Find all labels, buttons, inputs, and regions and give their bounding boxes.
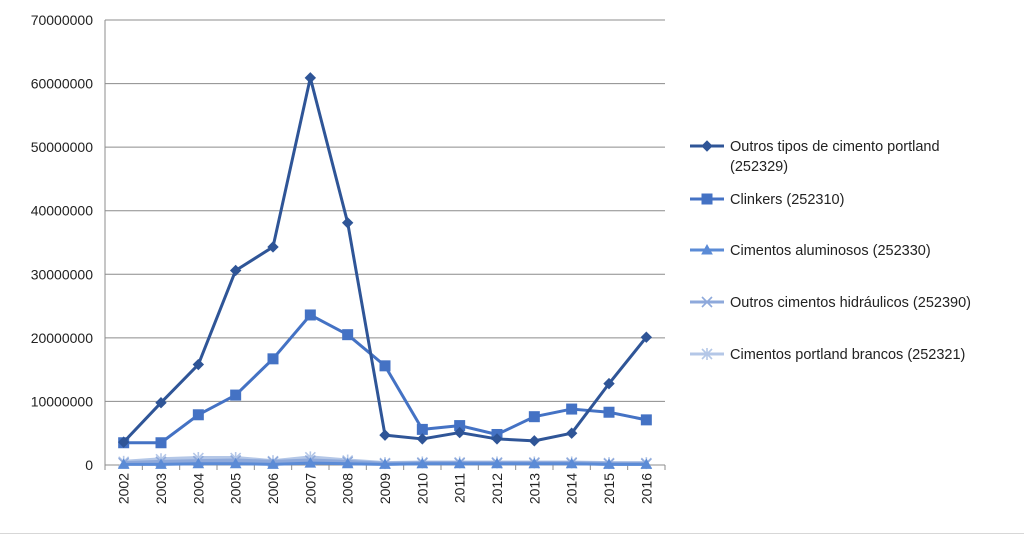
legend-marker [701,348,713,360]
x-tick-label: 2007 [302,473,318,504]
legend-label: Clinkers (252310) [730,192,844,208]
series-group [117,72,653,470]
x-tick-label: 2004 [190,473,206,504]
x-tick-label: 2013 [526,473,542,504]
legend-label: Outros cimentos hidráulicos (252390) [730,295,971,311]
x-tick-label: 2010 [414,473,430,504]
data-point [342,329,354,341]
data-point [379,429,391,441]
data-point [565,457,578,469]
data-point [304,457,317,468]
series-2 [118,309,652,449]
data-point [640,458,653,469]
data-point [603,458,615,469]
legend-marker [701,193,713,205]
legend-item: Cimentos aluminosos (252330) [690,243,931,259]
legend: Outros tipos de cimento portland (252329)… [690,139,971,363]
x-tick-label: 2002 [116,473,132,504]
data-point [117,436,130,448]
x-tick-label: 2011 [452,473,468,503]
data-point [304,309,316,321]
data-point [341,457,354,469]
y-tick-label: 10000000 [31,393,94,409]
data-point [453,426,466,439]
legend-item: Outros tipos de cimento portland (252329) [690,139,940,175]
data-point [416,433,429,445]
data-point [267,241,279,253]
axes: 0 10000000 20000000 30000000 40000000 5000000… [31,12,666,504]
x-tick-label: 2009 [377,473,393,504]
x-tick-label: 2003 [153,473,169,504]
data-point [192,358,205,371]
data-point [416,423,428,435]
legend-label: Cimentos aluminosos (252330) [730,243,931,259]
data-point [229,264,242,277]
data-point [640,331,653,343]
gridlines [105,19,665,402]
x-tick-label: 2006 [265,473,281,504]
data-point [267,353,279,365]
data-point [117,458,130,469]
y-tick-label: 60000000 [31,76,94,92]
series-3 [117,457,653,469]
y-tick-label: 30000000 [31,266,94,282]
data-point [640,414,652,426]
series-line [123,313,647,445]
y-tick-label: 40000000 [31,203,94,219]
data-point [566,403,578,415]
x-tick-label: 2012 [489,473,505,504]
x-tick-label: 2005 [228,473,244,504]
series-line [122,76,648,444]
x-tick-label: 2016 [638,473,654,504]
data-point [229,457,242,469]
data-point [416,457,429,469]
legend-item: Clinkers (252310) [690,192,844,208]
legend-item: Outros cimentos hidráulicos (252390) [690,295,971,311]
data-point [155,437,167,449]
data-point [267,458,279,469]
data-point [453,457,466,469]
data-point [155,458,167,469]
data-point [603,377,615,390]
data-point [603,406,615,418]
legend-marker [701,296,713,308]
x-tick-label: 2008 [340,473,356,504]
y-tick-label: 50000000 [31,139,94,155]
series-1 [117,72,653,448]
data-point [155,396,167,409]
y-tick-label: 20000000 [31,330,94,346]
data-point [379,458,391,469]
data-point [192,457,205,469]
data-point [304,72,317,84]
legend-label: Cimentos portland brancos (252321) [730,347,965,363]
data-point [192,409,204,421]
data-point [528,457,541,469]
data-point [528,411,540,423]
y-tick-label: 70000000 [31,12,94,28]
x-tick-label: 2014 [564,473,580,504]
legend-label: Outros tipos de cimento portland [730,139,940,155]
legend-marker [701,140,713,152]
data-point [379,360,391,372]
data-point [341,217,354,229]
legend-marker [701,243,713,255]
data-point [491,457,503,469]
data-point [565,427,578,439]
legend-item: Cimentos portland brancos (252321) [690,347,965,363]
x-tick-label: 2015 [601,473,617,504]
legend-label: (252329) [730,159,788,175]
y-tick-label: 0 [85,457,93,473]
data-point [230,389,242,401]
data-point [528,435,541,447]
data-point [491,433,503,445]
